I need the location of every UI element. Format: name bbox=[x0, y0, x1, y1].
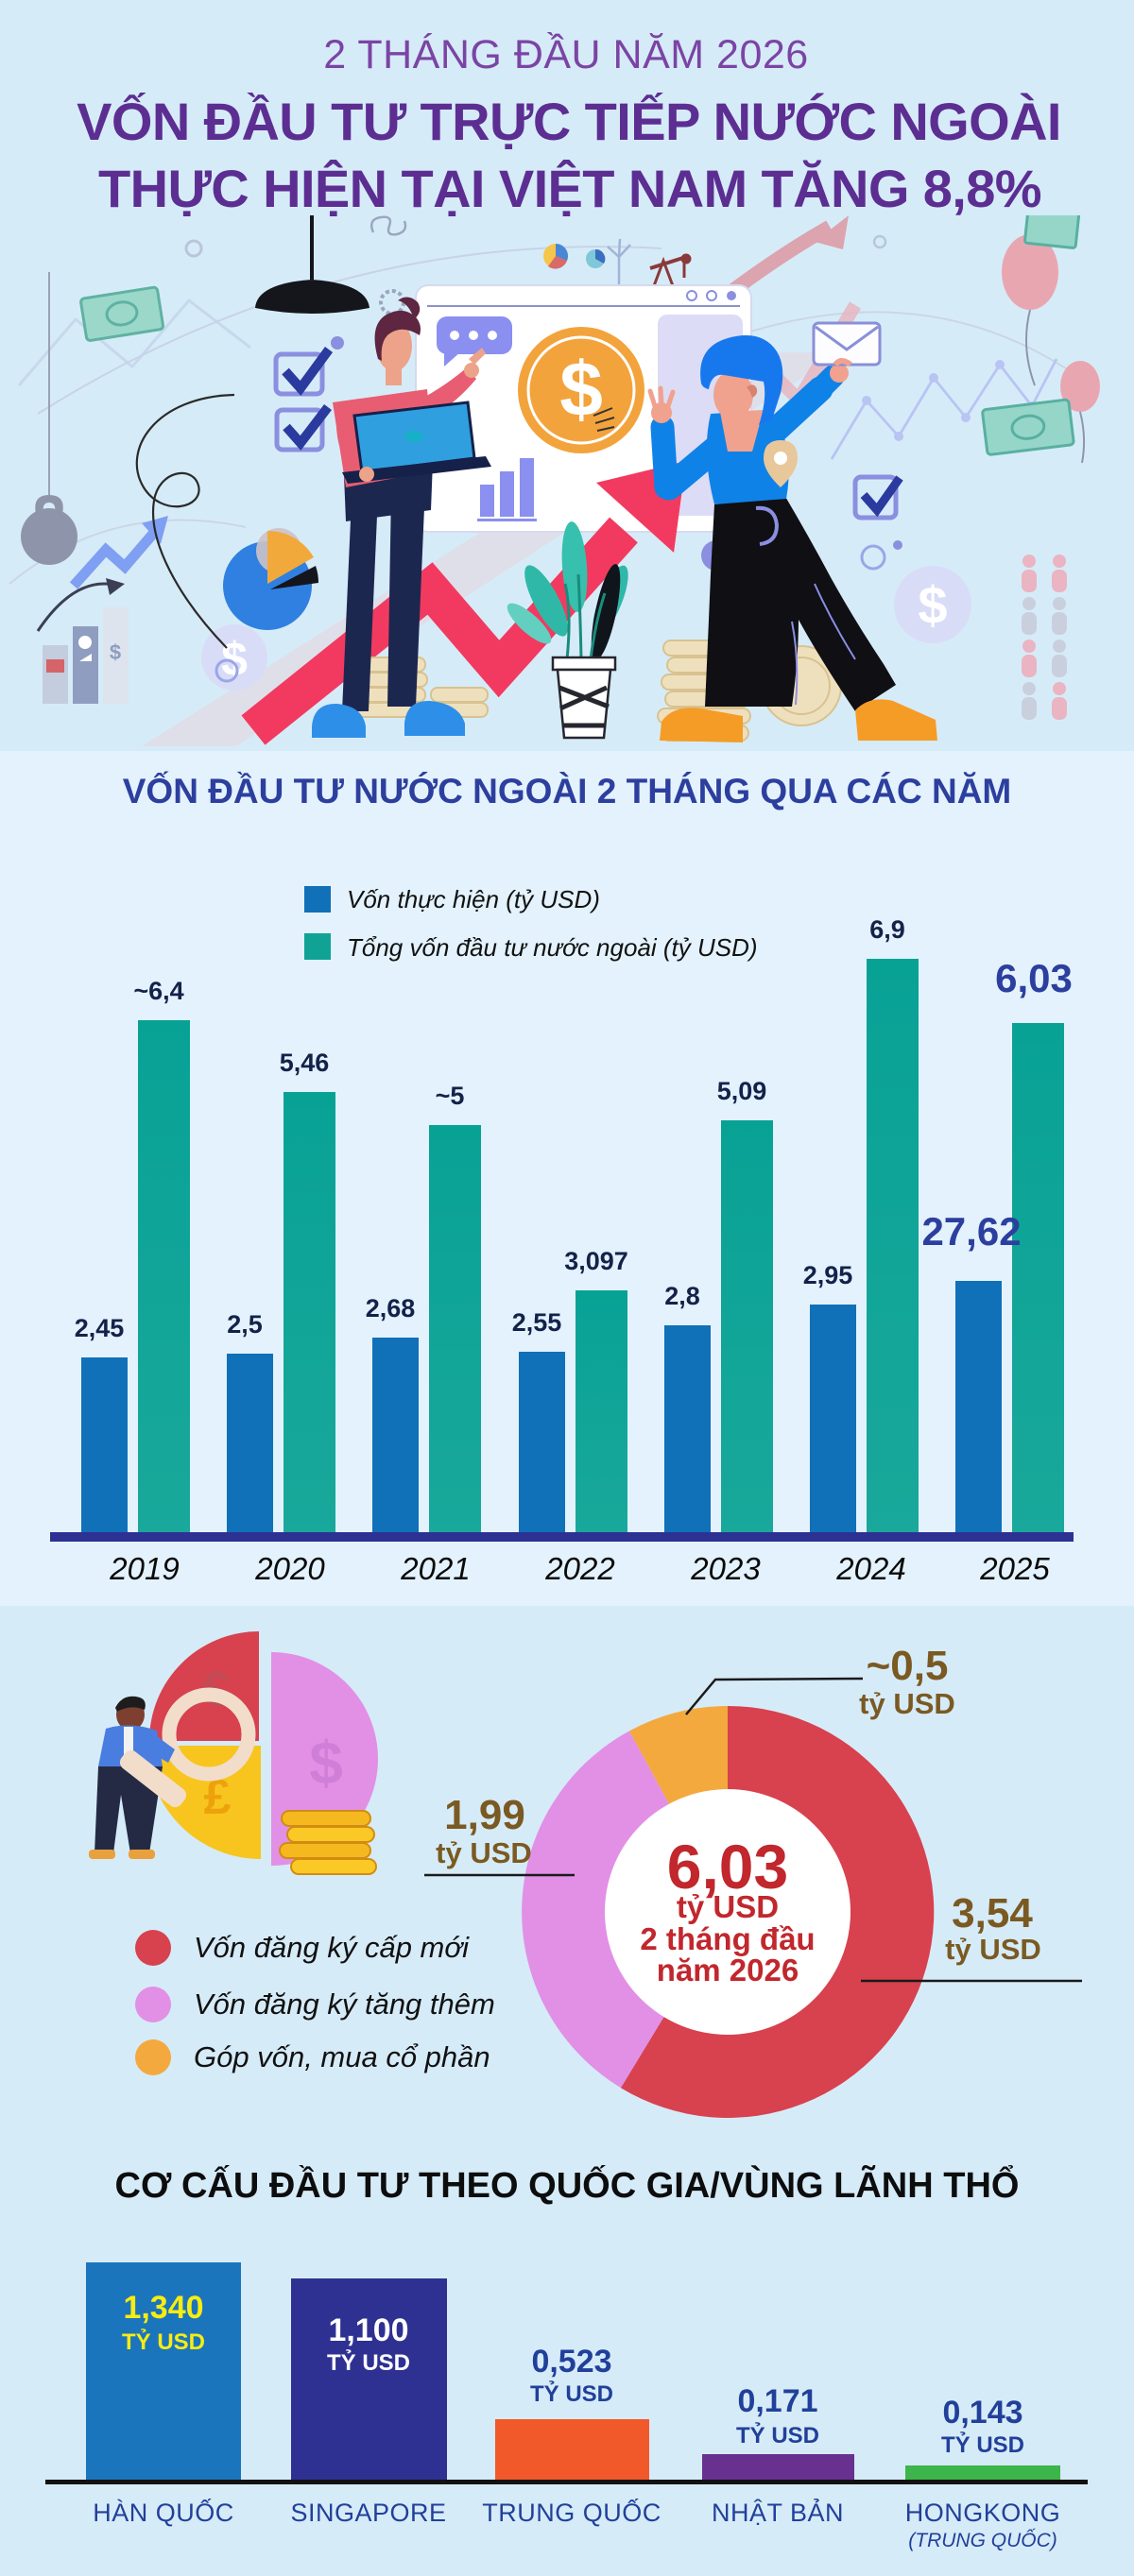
svg-text:$: $ bbox=[918, 575, 947, 635]
svg-text:$: $ bbox=[110, 640, 121, 664]
svg-text:$: $ bbox=[309, 1729, 343, 1797]
svg-text:$: $ bbox=[559, 347, 603, 433]
